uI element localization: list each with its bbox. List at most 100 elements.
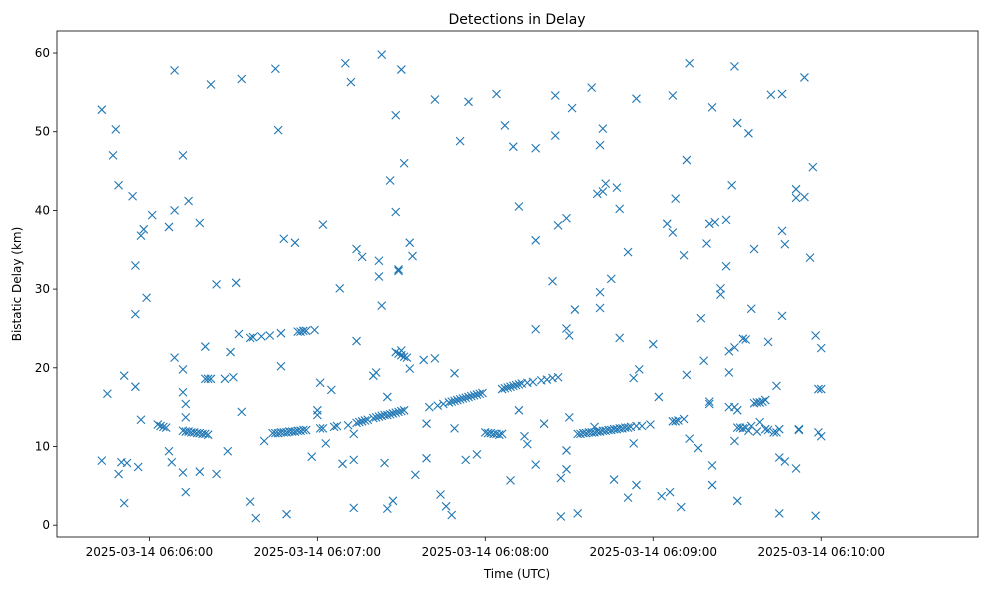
data-point xyxy=(816,431,826,441)
data-point xyxy=(763,425,773,435)
data-point xyxy=(301,425,311,435)
data-point xyxy=(276,361,286,371)
data-point xyxy=(178,364,188,374)
data-point xyxy=(130,309,140,319)
data-point xyxy=(234,329,244,339)
data-point xyxy=(811,331,821,340)
data-points xyxy=(97,50,826,523)
data-point xyxy=(212,469,221,479)
data-point xyxy=(685,58,695,68)
data-point xyxy=(307,452,317,462)
data-point xyxy=(704,399,714,409)
y-tick-label: 20 xyxy=(35,361,50,375)
data-point xyxy=(475,389,485,399)
data-point xyxy=(450,368,459,378)
data-point xyxy=(380,458,389,468)
data-point xyxy=(623,493,633,503)
data-point xyxy=(553,220,563,230)
data-point xyxy=(766,90,776,100)
data-point xyxy=(203,430,213,440)
data-point xyxy=(388,409,398,418)
data-point xyxy=(338,459,347,469)
data-point xyxy=(724,346,734,356)
data-point xyxy=(539,419,549,429)
data-point xyxy=(164,446,174,456)
data-point xyxy=(391,207,401,217)
data-point xyxy=(119,498,129,508)
data-point xyxy=(707,461,717,470)
data-point xyxy=(598,124,608,133)
data-point xyxy=(385,176,395,185)
data-point xyxy=(321,438,331,448)
data-point xyxy=(455,136,465,146)
y-tick-label: 10 xyxy=(35,440,50,454)
data-point xyxy=(531,460,541,469)
data-point xyxy=(363,415,373,425)
x-tick-label: 2025-03-14 06:10:00 xyxy=(758,545,885,559)
data-point xyxy=(405,364,415,373)
data-point xyxy=(634,364,644,374)
y-tick-label: 50 xyxy=(35,125,50,139)
data-point xyxy=(506,475,515,485)
data-point xyxy=(422,419,431,429)
data-point xyxy=(760,424,770,434)
data-point xyxy=(206,80,216,89)
data-point xyxy=(438,399,448,409)
data-point xyxy=(408,251,417,261)
data-point xyxy=(153,420,163,429)
data-point xyxy=(310,325,319,335)
data-point xyxy=(595,287,605,297)
data-point xyxy=(329,422,339,432)
data-point xyxy=(562,446,571,455)
data-point xyxy=(567,103,577,113)
data-point xyxy=(464,392,473,402)
data-point xyxy=(732,405,742,415)
data-point xyxy=(461,393,471,403)
data-point xyxy=(419,355,429,365)
data-point xyxy=(312,405,322,415)
y-tick-label: 60 xyxy=(35,46,50,60)
data-point xyxy=(794,424,804,434)
data-point xyxy=(433,401,443,410)
data-point xyxy=(556,473,566,483)
data-point xyxy=(251,513,261,523)
data-point xyxy=(108,150,118,160)
data-point xyxy=(388,496,398,506)
x-axis-label: Time (UTC) xyxy=(483,567,550,581)
data-point xyxy=(531,324,541,334)
data-point xyxy=(646,420,655,429)
data-point xyxy=(103,389,112,399)
data-point xyxy=(128,191,137,201)
data-point xyxy=(394,407,403,417)
data-point xyxy=(226,347,235,357)
data-point xyxy=(436,490,445,499)
data-point xyxy=(167,457,177,467)
data-point xyxy=(374,256,384,266)
data-point xyxy=(399,405,409,415)
data-point xyxy=(352,336,361,346)
data-point xyxy=(657,491,667,501)
data-point xyxy=(674,416,683,425)
data-point xyxy=(662,219,672,229)
data-point xyxy=(609,475,619,484)
data-point xyxy=(335,283,345,293)
data-point xyxy=(682,370,692,380)
data-point xyxy=(550,131,560,141)
data-point xyxy=(601,179,611,189)
data-point xyxy=(777,89,787,99)
data-point xyxy=(245,497,255,506)
data-point xyxy=(665,487,675,497)
data-point xyxy=(357,416,367,426)
data-point xyxy=(648,339,658,349)
data-point xyxy=(447,397,457,407)
data-point xyxy=(276,328,286,338)
data-point xyxy=(772,381,781,391)
data-point xyxy=(494,430,504,440)
data-point xyxy=(570,305,580,314)
data-point xyxy=(352,244,361,254)
data-point xyxy=(492,89,501,99)
data-point xyxy=(732,118,742,128)
data-point xyxy=(455,394,465,404)
data-point xyxy=(550,91,560,100)
data-point xyxy=(332,421,342,431)
